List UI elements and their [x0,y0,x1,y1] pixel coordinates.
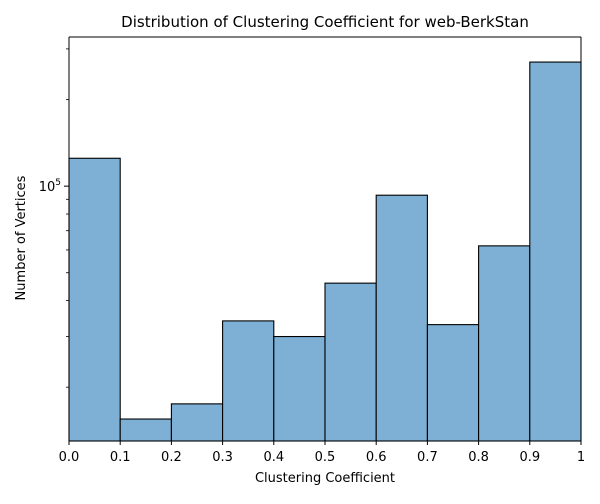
histogram-bar [529,61,582,442]
histogram-bar [375,194,428,442]
chart-title: Distribution of Clustering Coefficient f… [121,13,529,31]
x-tick-label: 0.7 [417,450,438,465]
x-tick-label: 0.8 [468,450,489,465]
histogram-bar [222,320,275,442]
histogram-bar [119,418,172,442]
x-tick-label: 0.9 [519,450,540,465]
y-axis-label: Number of Vertices [14,175,29,300]
histogram-bar [324,282,377,442]
histogram-bar [426,324,480,442]
x-tick-label: 0.4 [263,450,284,465]
bars-layer [68,61,582,442]
x-tick-label: 1 [577,450,585,465]
axes-layer: 0.0 0.1 0.2 0.3 0.4 0.5 0.6 0.7 0.8 0.9 1 105 [39,36,585,465]
y-tick-label: 105 [39,178,61,195]
x-tick-label: 0.6 [366,450,387,465]
histogram-bar [478,245,531,442]
x-tick-label: 0.2 [161,450,182,465]
x-tick-label: 0.5 [315,450,336,465]
x-tick-label: 0.0 [59,450,80,465]
histogram-bar [68,157,121,442]
x-tick-label: 0.1 [110,450,131,465]
histogram-bar [170,403,224,442]
x-tick-label: 0.3 [212,450,233,465]
x-axis-label: Clustering Coefficient [255,471,395,486]
histogram-bar [273,335,326,442]
